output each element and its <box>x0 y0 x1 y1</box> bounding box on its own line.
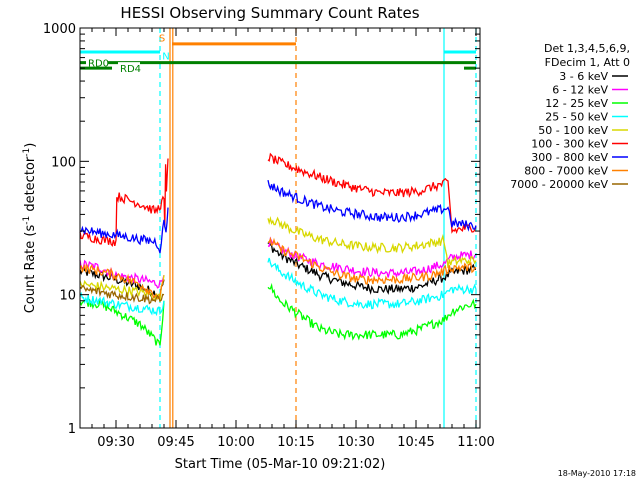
legend-entry-label: 50 - 100 keV <box>538 124 608 137</box>
x-tick-label: 09:30 <box>97 435 134 450</box>
flag-label-bg-1 <box>118 62 140 75</box>
series-line-0-segment-0 <box>79 265 165 300</box>
flag-label-s: S <box>159 33 165 44</box>
x-tick-label: 10:15 <box>277 435 314 450</box>
series-line-2-segment-0 <box>79 297 165 346</box>
x-tick-label: 10:30 <box>337 435 374 450</box>
annotation-layer: RD0 RD4 SN <box>80 33 476 75</box>
series-line-4-segment-0 <box>79 275 165 303</box>
legend-entry-label: 12 - 25 keV <box>545 97 608 110</box>
flag-label-bg-0 <box>86 56 108 69</box>
plot-frame <box>79 27 481 429</box>
legend-entry-label: 6 - 12 keV <box>552 84 608 97</box>
y-tick-label: 10 <box>59 289 76 304</box>
series-line-7-segment-0 <box>79 263 165 300</box>
legend-entry-label: 100 - 300 keV <box>531 138 608 151</box>
legend-header-line-2: FDecim 1, Att 0 <box>545 56 630 69</box>
y-tick-label: 100 <box>51 155 76 170</box>
x-tick-label: 10:00 <box>217 435 254 450</box>
legend: Det 1,3,4,5,6,9, FDecim 1, Att 0 3 - 6 k… <box>510 42 630 191</box>
series-line-6-segment-0 <box>79 207 169 254</box>
x-tick-label: 10:45 <box>397 435 434 450</box>
series-line-2-segment-1 <box>267 282 477 341</box>
series-line-4-segment-1 <box>267 216 477 269</box>
legend-entry-label: 800 - 7000 keV <box>524 165 608 178</box>
x-axis-label: Start Time (05-Mar-10 09:21:02) <box>175 457 386 472</box>
series-line-8-segment-0 <box>79 285 165 305</box>
series-line-6-segment-1 <box>267 179 477 232</box>
y-tick-label: 1 <box>68 422 76 437</box>
series-line-3-segment-1 <box>267 257 477 310</box>
x-axis: 09:30 09:45 10:00 10:15 10:30 10:45 11:00 <box>79 28 495 450</box>
y-axis-label-mid: detector <box>23 156 38 216</box>
legend-entry-label: 7000 - 20000 keV <box>510 178 608 191</box>
y-axis-label-sup-1: -1 <box>22 216 32 225</box>
y-axis-label-main: Count Rate (s <box>23 225 38 314</box>
series-line-5-segment-1 <box>267 152 477 235</box>
flag-label-rd0: RD0 <box>88 59 109 70</box>
legend-entry-label: 25 - 50 keV <box>545 111 608 124</box>
y-axis: 1 10 100 1000 <box>43 22 480 437</box>
y-axis-label-end: ) <box>23 143 38 148</box>
series-layer <box>79 152 477 346</box>
flag-label-n: N <box>162 52 169 63</box>
legend-entry-label: 300 - 800 keV <box>531 151 608 164</box>
legend-header-line-1: Det 1,3,4,5,6,9, <box>544 42 630 55</box>
y-tick-label: 1000 <box>43 22 76 37</box>
y-axis-label: Count Rate (s-1 detector-1) <box>22 143 38 314</box>
y-axis-label-sup-2: -1 <box>22 148 32 157</box>
legend-entry-label: 3 - 6 keV <box>559 70 608 83</box>
series-line-3-segment-0 <box>79 291 165 317</box>
timestamp: 18-May-2010 17:18 <box>558 469 636 478</box>
series-line-1-segment-0 <box>79 259 165 289</box>
flag-label-rd4: RD4 <box>120 64 141 75</box>
series-line-7-segment-1 <box>268 236 477 285</box>
x-tick-label: 11:00 <box>457 435 494 450</box>
x-tick-label: 09:45 <box>157 435 194 450</box>
chart-title: HESSI Observing Summary Count Rates <box>120 4 419 22</box>
series-line-5-segment-0 <box>79 158 169 248</box>
